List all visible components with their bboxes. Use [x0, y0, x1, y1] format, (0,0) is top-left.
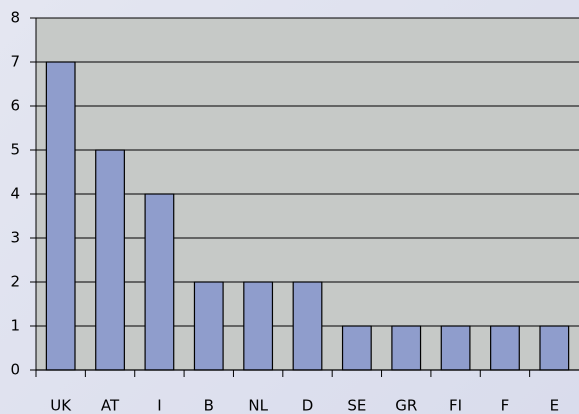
y-tick-label: 2	[10, 273, 20, 291]
y-tick-label: 7	[10, 53, 20, 71]
x-tick-label: E	[550, 397, 559, 414]
bar	[144, 193, 175, 371]
y-tick-label: 5	[10, 141, 20, 159]
y-tick-label: 3	[10, 229, 20, 247]
bar	[391, 325, 422, 371]
y-tick-label: 8	[10, 9, 20, 27]
x-tick-label: D	[302, 397, 314, 414]
bar	[490, 325, 520, 371]
x-tick-label: F	[501, 397, 510, 414]
y-tick-label: 6	[10, 97, 20, 115]
bar	[95, 149, 125, 371]
x-tick-label: FI	[449, 397, 462, 414]
x-tick-label: I	[157, 397, 161, 414]
bar	[193, 281, 224, 371]
y-tick-label: 0	[10, 361, 20, 379]
x-tick-label: UK	[50, 397, 72, 414]
bar	[45, 61, 76, 371]
bar	[440, 325, 471, 371]
x-tick-label: GR	[395, 397, 417, 414]
bar	[292, 281, 323, 371]
bar	[539, 325, 570, 371]
x-tick-label: B	[204, 397, 214, 414]
x-tick-label: AT	[101, 397, 120, 414]
x-tick-label: SE	[347, 397, 366, 414]
y-tick-label: 1	[10, 317, 20, 335]
x-tick-label: NL	[248, 397, 268, 414]
y-tick-label: 4	[10, 185, 20, 203]
bar	[341, 325, 372, 371]
bar	[243, 281, 274, 371]
